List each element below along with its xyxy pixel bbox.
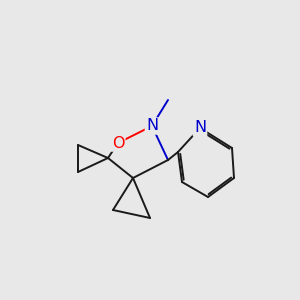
Text: O: O — [112, 136, 124, 151]
Text: N: N — [146, 118, 158, 134]
Text: N: N — [194, 121, 206, 136]
